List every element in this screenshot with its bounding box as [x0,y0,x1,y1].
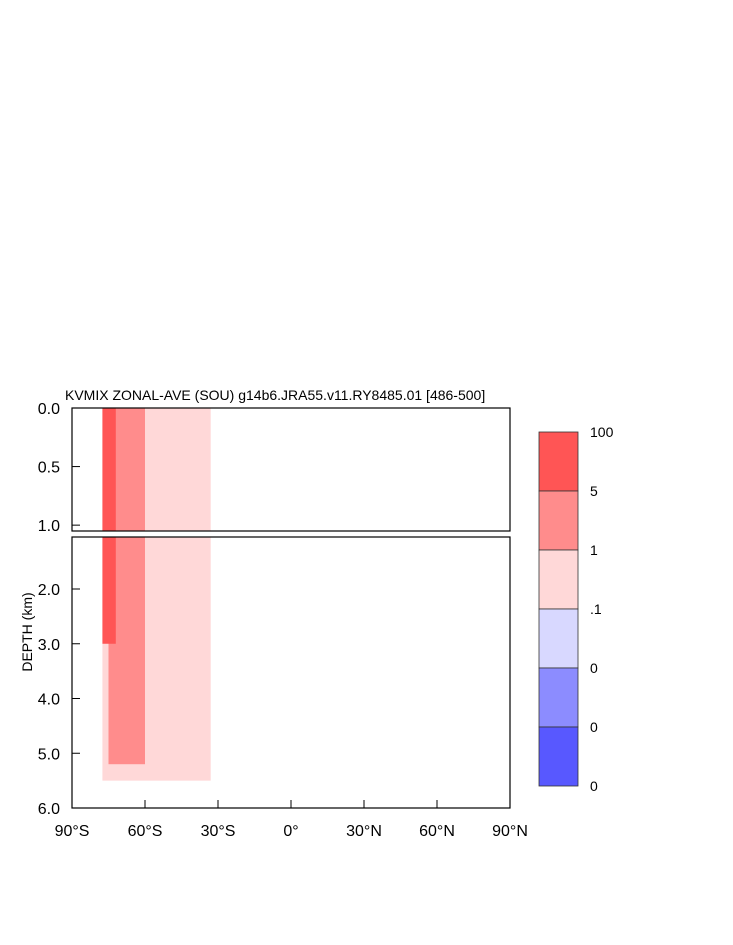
y-tick-label: 5.0 [38,746,60,763]
y-tick-label: 3.0 [38,637,60,654]
x-tick-label: 0° [283,823,298,840]
upper-panel-frame [71,407,511,532]
chart-title: KVMIX ZONAL-AVE (SOU) g14b6.JRA55.v11.RY… [65,387,485,403]
colorbar-label: 0 [590,778,598,794]
colorbar-label: 100 [590,424,614,440]
x-tick-label: 90°S [55,823,90,840]
x-tick-label: 90°N [492,823,528,840]
colorbar-label: 0 [590,719,598,735]
colorbar-swatch [538,726,579,787]
y-axis-label: DEPTH (km) [19,592,35,671]
x-tick-label: 30°S [201,823,236,840]
colorbar-swatch [538,608,579,669]
colorbar: 100 5 1 .1 0 0 0 [538,424,614,794]
y-tick-label: 1.0 [38,518,60,535]
x-tick-label: 30°N [346,823,382,840]
axis-ticks: 90°S 60°S 30°S 0° 30°N 60°N 90°N 0.0 0.5 1.0 2.0 3.… [38,401,528,840]
y-tick-label: 2.0 [38,582,60,599]
y-tick-label: 0.0 [38,401,60,418]
y-tick-label: 0.5 [38,460,60,477]
x-tick-label: 60°N [419,823,455,840]
y-tick-label: 6.0 [38,801,60,818]
colorbar-swatch [538,431,579,492]
region-lower-2 [102,537,116,644]
y-tick-label: 4.0 [38,692,60,709]
colorbar-swatch [538,667,579,728]
colorbar-swatch [538,490,579,551]
colorbar-label: 5 [590,483,598,499]
data-field-layer [102,408,211,781]
colorbar-swatch [538,549,579,610]
colorbar-label: 0 [590,660,598,676]
colorbar-label: 1 [590,542,598,558]
region-upper-2 [102,408,116,531]
x-tick-label: 60°S [128,823,163,840]
colorbar-label: .1 [590,601,602,617]
